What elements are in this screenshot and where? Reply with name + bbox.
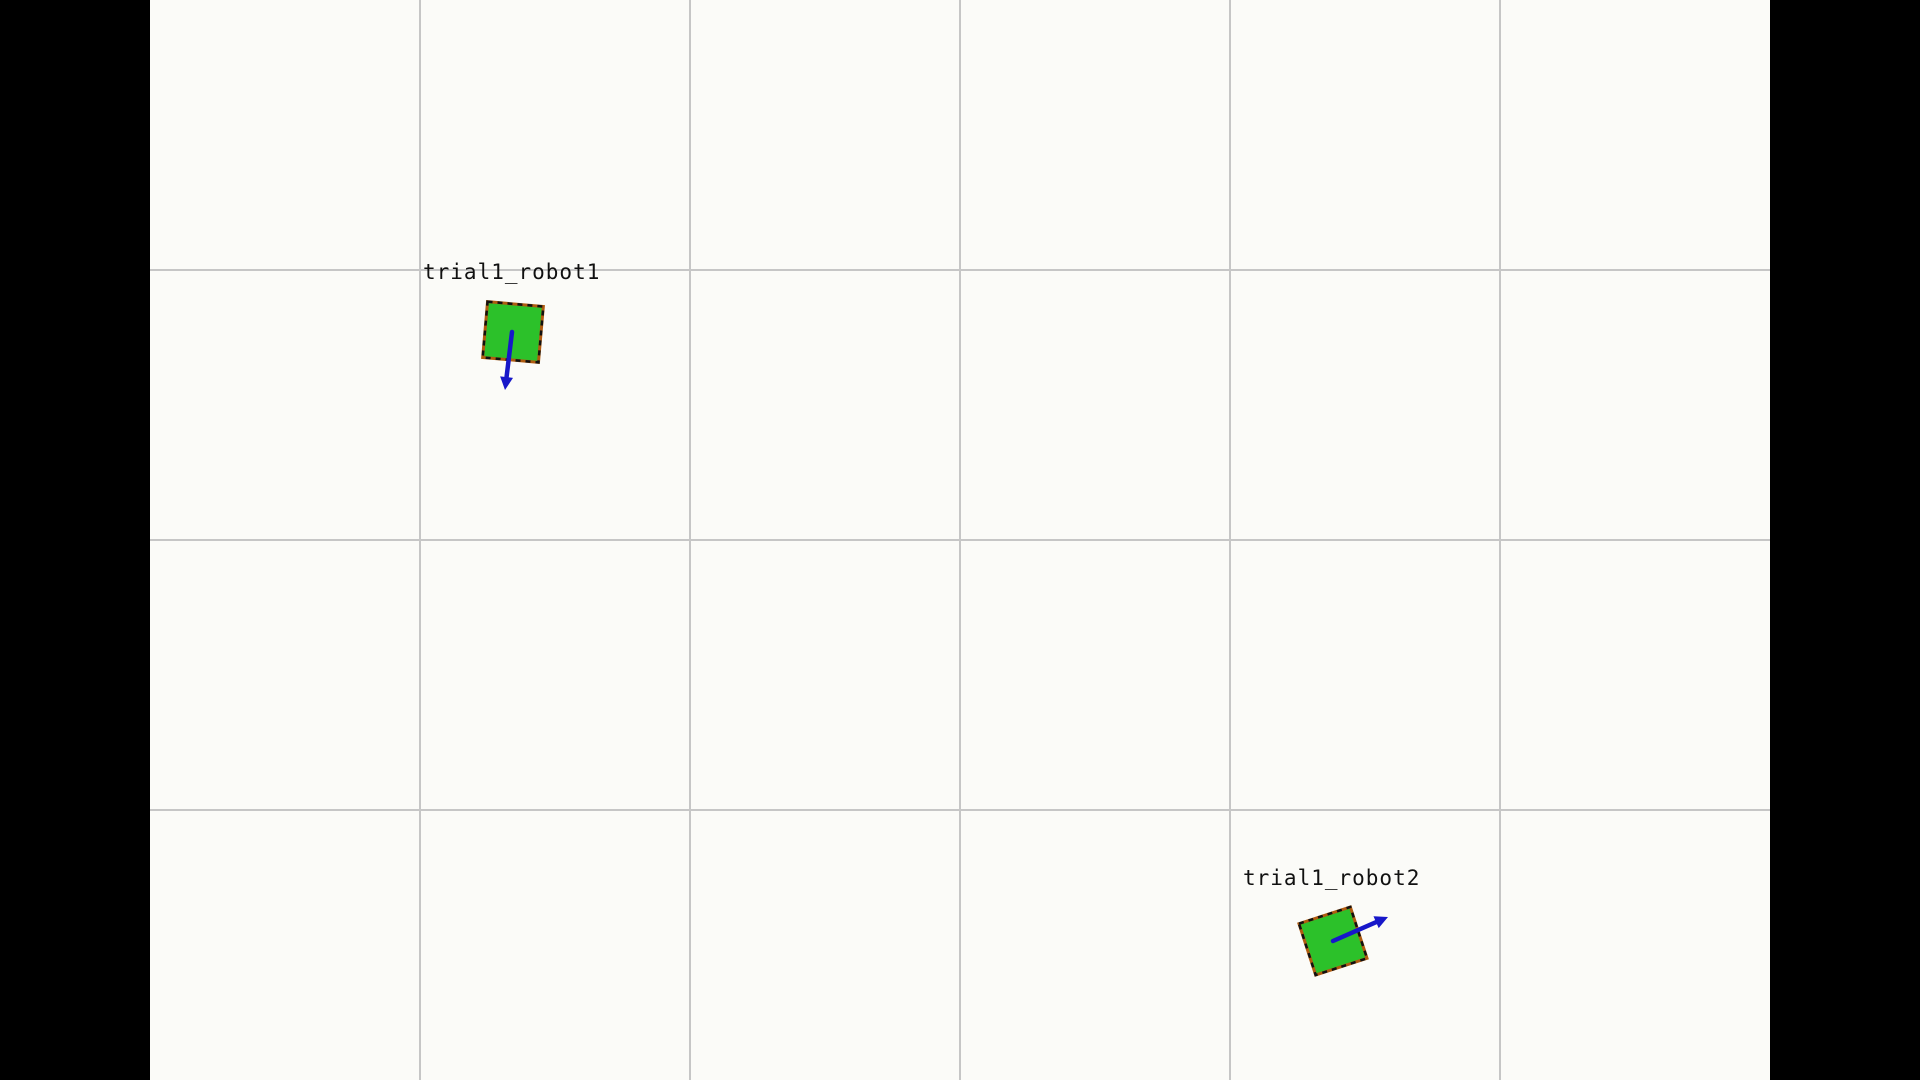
world-grid-svg (150, 0, 1770, 1080)
robot-heading-arrow (503, 329, 515, 385)
robot1-label: trial1_robot1 (423, 260, 601, 284)
letterbox-right (1770, 0, 1920, 1080)
grid-lines (150, 0, 1770, 1080)
robot-2[interactable] (1297, 905, 1388, 977)
robot-1[interactable] (481, 300, 545, 390)
world-canvas[interactable]: trial1_robot1 trial1_robot2 (150, 0, 1770, 1080)
robot-body-outline (1297, 905, 1369, 977)
robot-heading-arrowhead (1373, 916, 1388, 929)
robot-heading-arrowhead (500, 376, 514, 390)
robot-heading-arrow (1330, 917, 1384, 944)
letterbox-left (0, 0, 150, 1080)
robot2-label: trial1_robot2 (1243, 866, 1421, 890)
